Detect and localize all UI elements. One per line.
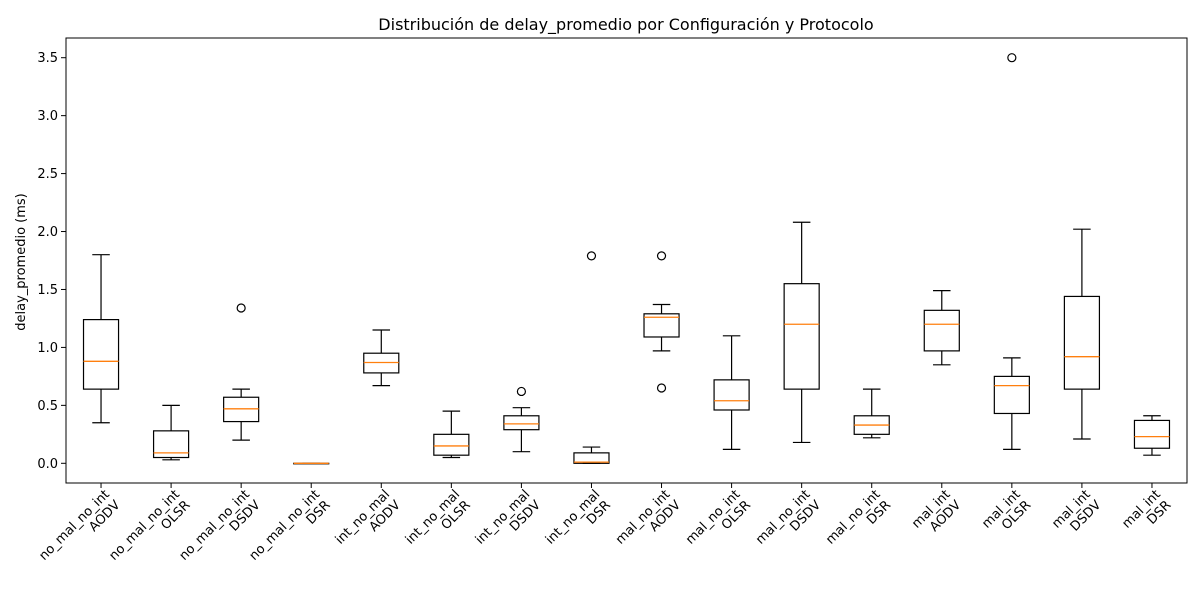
x-tick-label: mal_intOLSR	[979, 487, 1034, 542]
box	[993, 375, 1030, 415]
x-tick-label: mal_intAODV	[909, 487, 964, 542]
y-tick-label: 3.5	[37, 51, 58, 66]
outlier-point	[236, 303, 246, 313]
x-tick-label: mal_no_intAODV	[613, 487, 684, 558]
plot-frame	[65, 37, 1188, 484]
x-tick-label: no_mal_no_intDSR	[247, 487, 334, 574]
y-tick-label: 0.0	[37, 457, 58, 472]
outlier-point	[656, 251, 667, 261]
x-tick-label: mal_no_intDSDV	[753, 487, 824, 558]
y-tick-label: 0.5	[37, 399, 58, 414]
x-tick-label: int_no_malAODV	[333, 487, 404, 558]
box	[1063, 295, 1101, 390]
y-tick-label: 2.0	[37, 225, 58, 240]
box	[923, 309, 960, 352]
x-tick-label: mal_no_intDSR	[823, 487, 894, 558]
x-tick-label: int_no_malDSR	[543, 487, 614, 558]
x-tick-label: no_mal_no_intOLSR	[106, 487, 193, 574]
y-tick-label: 1.0	[37, 341, 58, 356]
x-tick-label: int_no_malOLSR	[403, 487, 474, 558]
outlier-point	[656, 383, 667, 393]
box	[573, 452, 610, 464]
y-axis-label: delay_promedio (ms)	[14, 193, 29, 330]
outlier-point	[1007, 53, 1017, 63]
outlier-point	[586, 251, 597, 261]
box	[152, 430, 190, 459]
plot-area: 0.0 0.5 1.0 1.5 2.0 2.5 3.0 3.5 no_mal_no_intAOD…	[36, 37, 1188, 574]
x-tick-label: int_no_malDSDV	[473, 487, 544, 558]
box	[433, 433, 470, 456]
x-tick-label: mal_no_intOLSR	[683, 487, 754, 558]
x-tick-label: no_mal_no_intAODV	[36, 487, 123, 574]
y-tick-label: 2.5	[37, 167, 58, 182]
x-tick-label: mal_intDSDV	[1049, 487, 1104, 542]
box	[82, 319, 120, 390]
y-tick-label: 1.5	[37, 283, 58, 298]
outlier-point	[516, 386, 527, 397]
box	[713, 379, 750, 411]
box	[1133, 419, 1171, 449]
chart-title: Distribución de delay_promedio por Confi…	[378, 15, 873, 35]
box	[643, 313, 680, 338]
x-tick-label: mal_intDSR	[1119, 487, 1174, 542]
y-tick-label: 3.0	[37, 109, 58, 124]
box	[783, 283, 820, 390]
box	[503, 415, 540, 431]
x-tick-label: no_mal_no_intDSDV	[177, 487, 264, 574]
